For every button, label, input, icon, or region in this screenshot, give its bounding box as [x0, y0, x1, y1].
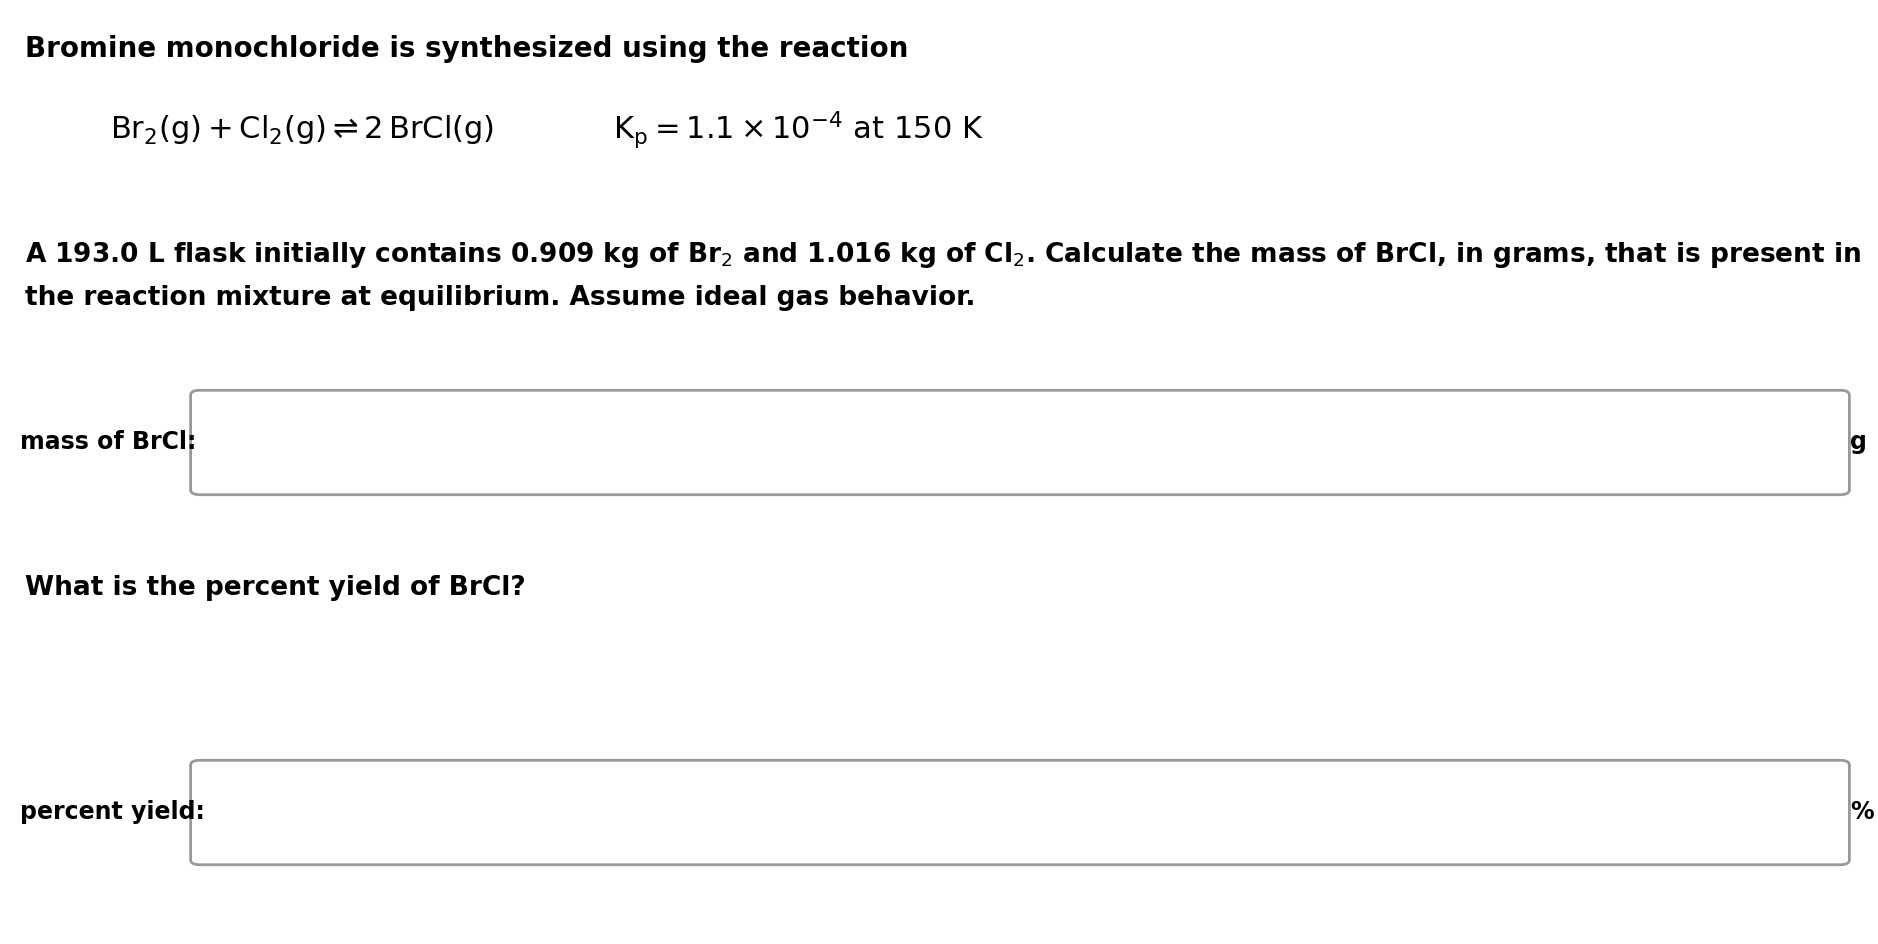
- Text: percent yield:: percent yield:: [21, 800, 205, 824]
- Text: %: %: [1850, 800, 1874, 824]
- Text: $\mathrm{Br_2(g) + Cl_2(g) \rightleftharpoons 2\,BrCl(g)}$$\qquad\qquad \mathrm{: $\mathrm{Br_2(g) + Cl_2(g) \rightlefthar…: [111, 110, 984, 151]
- Text: A 193.0 L flask initially contains 0.909 kg of Br$_2$ and 1.016 kg of Cl$_2$. Ca: A 193.0 L flask initially contains 0.909…: [24, 240, 1861, 270]
- Text: g: g: [1850, 430, 1867, 454]
- Text: the reaction mixture at equilibrium. Assume ideal gas behavior.: the reaction mixture at equilibrium. Ass…: [24, 285, 975, 311]
- Text: What is the percent yield of BrCl?: What is the percent yield of BrCl?: [24, 575, 526, 601]
- Text: Bromine monochloride is synthesized using the reaction: Bromine monochloride is synthesized usin…: [24, 35, 909, 63]
- Text: mass of BrCl:: mass of BrCl:: [21, 430, 197, 454]
